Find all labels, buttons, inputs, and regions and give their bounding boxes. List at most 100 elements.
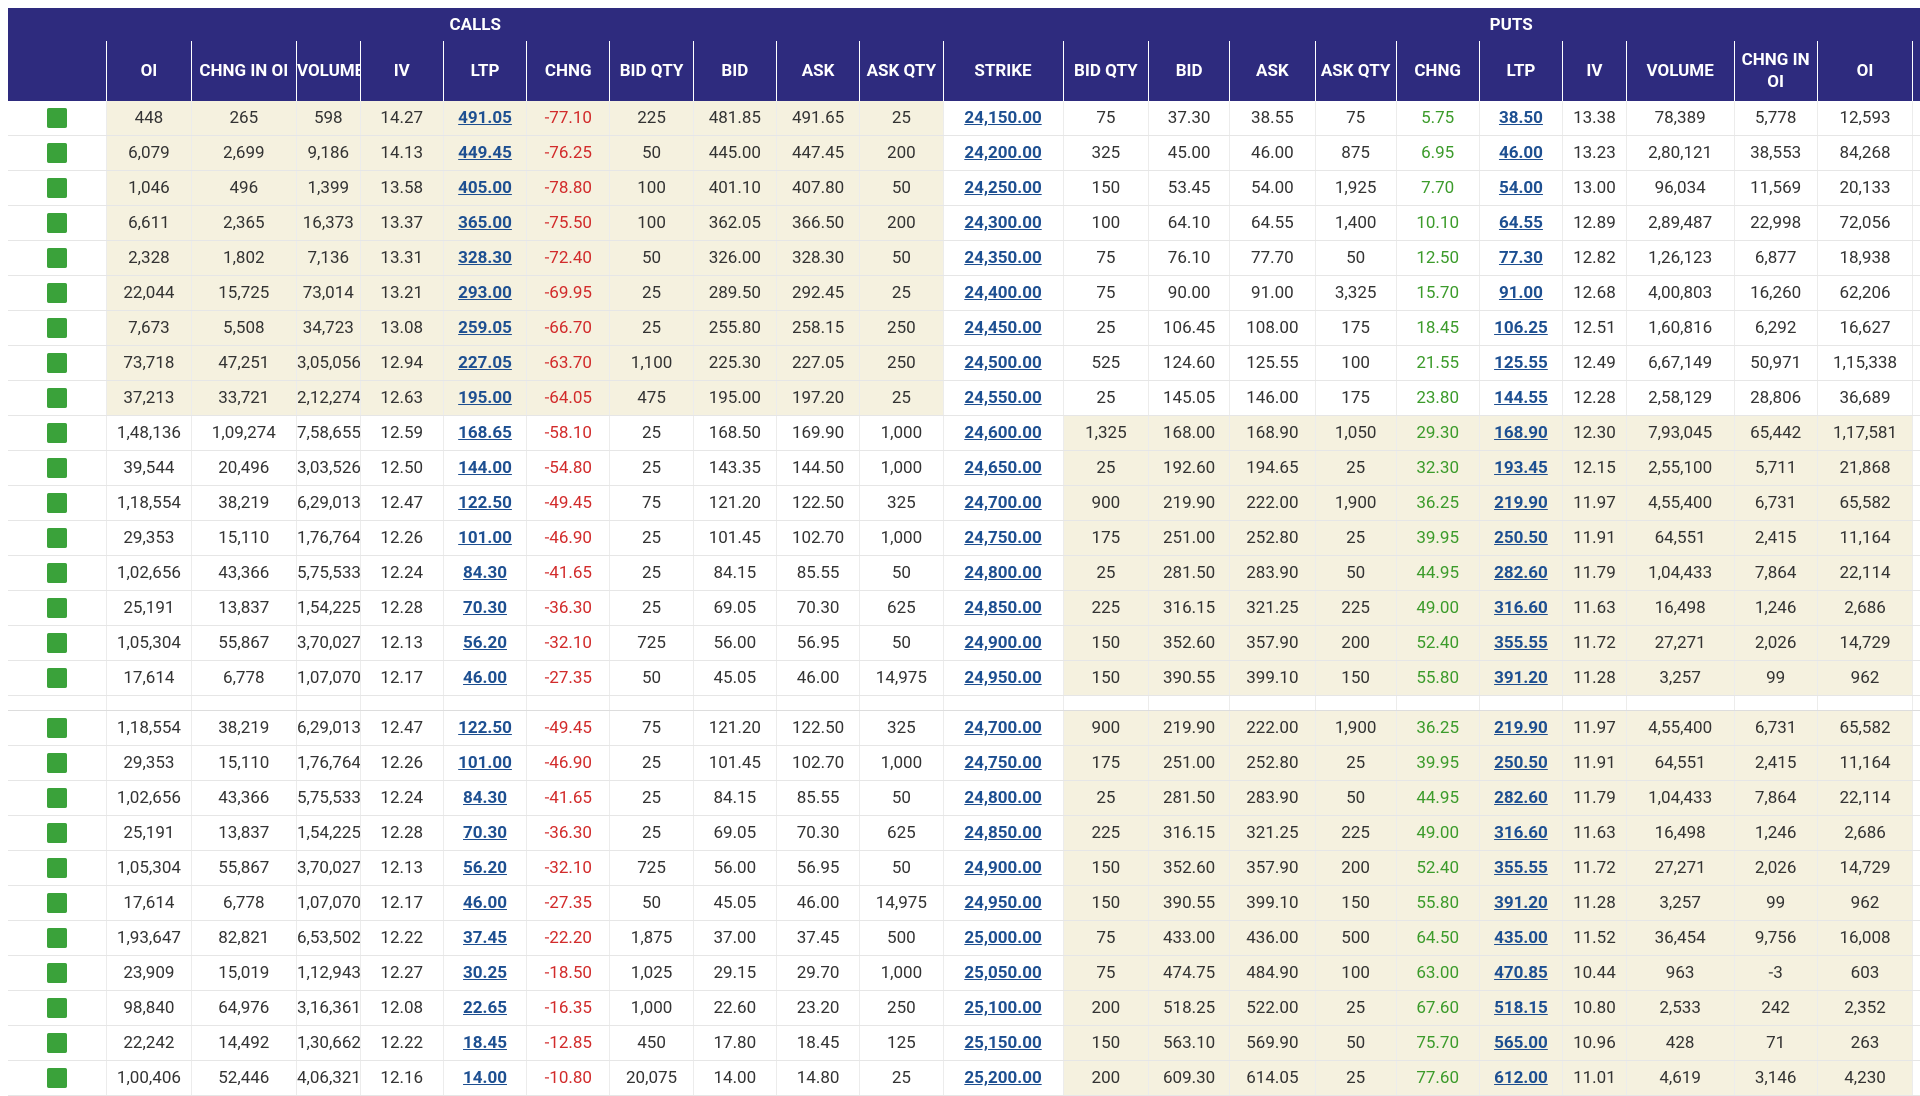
strike-price[interactable]: 25,000.00 [943,921,1063,956]
strike-price[interactable]: 24,150.00 [943,101,1063,136]
cell[interactable]: 70.30 [443,816,526,851]
chart-icon[interactable] [47,143,67,163]
cell[interactable]: 54.00 [1479,171,1562,206]
cell[interactable]: 18.45 [443,1026,526,1061]
cell[interactable]: 14.00 [443,1061,526,1096]
chart-icon[interactable] [47,493,67,513]
chart-icon[interactable] [47,563,67,583]
cell[interactable]: 219.90 [1479,711,1562,746]
strike-price[interactable]: 24,300.00 [943,206,1063,241]
cell[interactable]: 227.05 [443,346,526,381]
strike-price[interactable]: 24,850.00 [943,591,1063,626]
cell[interactable]: 37.45 [443,921,526,956]
strike-price[interactable]: 25,150.00 [943,1026,1063,1061]
strike-price[interactable]: 25,100.00 [943,991,1063,1026]
cell[interactable]: 259.05 [443,311,526,346]
strike-price[interactable]: 24,650.00 [943,451,1063,486]
chart-icon[interactable] [47,998,67,1018]
chart-icon[interactable] [47,108,67,128]
cell[interactable]: 355.55 [1479,626,1562,661]
cell[interactable]: 46.00 [443,661,526,696]
cell[interactable]: 365.00 [443,206,526,241]
cell[interactable]: 168.90 [1479,416,1562,451]
strike-price[interactable]: 24,900.00 [943,851,1063,886]
strike-price[interactable]: 24,700.00 [943,486,1063,521]
strike-price[interactable]: 25,050.00 [943,956,1063,991]
strike-price[interactable]: 24,500.00 [943,346,1063,381]
chart-icon[interactable] [47,963,67,983]
chart-icon[interactable] [47,283,67,303]
chart-icon[interactable] [47,423,67,443]
chart-icon[interactable] [47,318,67,338]
cell[interactable]: 101.00 [443,746,526,781]
cell[interactable]: 405.00 [443,171,526,206]
cell[interactable]: 435.00 [1479,921,1562,956]
cell[interactable]: 449.45 [443,136,526,171]
cell[interactable]: 106.25 [1479,311,1562,346]
strike-price[interactable]: 24,550.00 [943,381,1063,416]
cell[interactable]: 56.20 [443,851,526,886]
cell[interactable]: 355.55 [1479,851,1562,886]
cell[interactable]: 193.45 [1479,451,1562,486]
chart-icon[interactable] [47,893,67,913]
cell[interactable]: 491.05 [443,101,526,136]
cell[interactable]: 391.20 [1479,886,1562,921]
chart-icon[interactable] [47,528,67,548]
cell[interactable]: 391.20 [1479,661,1562,696]
chart-icon[interactable] [47,178,67,198]
chart-icon[interactable] [47,598,67,618]
cell[interactable]: 30.25 [443,956,526,991]
strike-price[interactable]: 24,450.00 [943,311,1063,346]
strike-price[interactable]: 24,250.00 [943,171,1063,206]
cell[interactable]: 125.55 [1479,346,1562,381]
cell[interactable]: 46.00 [1479,136,1562,171]
chart-icon[interactable] [47,1033,67,1053]
cell[interactable]: 91.00 [1479,276,1562,311]
chart-icon[interactable] [47,928,67,948]
cell[interactable]: 84.30 [443,781,526,816]
chart-icon[interactable] [47,668,67,688]
cell[interactable]: 470.85 [1479,956,1562,991]
cell[interactable]: 168.65 [443,416,526,451]
cell[interactable]: 518.15 [1479,991,1562,1026]
cell[interactable]: 122.50 [443,486,526,521]
strike-price[interactable]: 24,900.00 [943,626,1063,661]
cell[interactable]: 565.00 [1479,1026,1562,1061]
strike-price[interactable]: 24,950.00 [943,886,1063,921]
cell[interactable]: 144.55 [1479,381,1562,416]
cell[interactable]: 46.00 [443,886,526,921]
cell[interactable]: 328.30 [443,241,526,276]
cell[interactable]: 56.20 [443,626,526,661]
cell[interactable]: 282.60 [1479,556,1562,591]
chart-icon[interactable] [47,633,67,653]
chart-icon[interactable] [47,1068,67,1088]
strike-price[interactable]: 24,850.00 [943,816,1063,851]
cell[interactable]: 282.60 [1479,781,1562,816]
cell[interactable]: 64.55 [1479,206,1562,241]
cell[interactable]: 250.50 [1479,746,1562,781]
cell[interactable]: 84.30 [443,556,526,591]
cell[interactable]: 38.50 [1479,101,1562,136]
strike-price[interactable]: 24,700.00 [943,711,1063,746]
strike-price[interactable]: 24,600.00 [943,416,1063,451]
cell[interactable]: 195.00 [443,381,526,416]
chart-icon[interactable] [47,458,67,478]
cell[interactable]: 316.60 [1479,816,1562,851]
strike-price[interactable]: 24,750.00 [943,746,1063,781]
strike-price[interactable]: 24,800.00 [943,781,1063,816]
cell[interactable]: 122.50 [443,711,526,746]
cell[interactable]: 250.50 [1479,521,1562,556]
cell[interactable]: 316.60 [1479,591,1562,626]
chart-icon[interactable] [47,753,67,773]
strike-price[interactable]: 24,800.00 [943,556,1063,591]
cell[interactable]: 70.30 [443,591,526,626]
chart-icon[interactable] [47,248,67,268]
cell[interactable]: 612.00 [1479,1061,1562,1096]
strike-price[interactable]: 24,400.00 [943,276,1063,311]
cell[interactable]: 293.00 [443,276,526,311]
cell[interactable]: 101.00 [443,521,526,556]
cell[interactable]: 77.30 [1479,241,1562,276]
chart-icon[interactable] [47,858,67,878]
chart-icon[interactable] [47,788,67,808]
strike-price[interactable]: 24,200.00 [943,136,1063,171]
